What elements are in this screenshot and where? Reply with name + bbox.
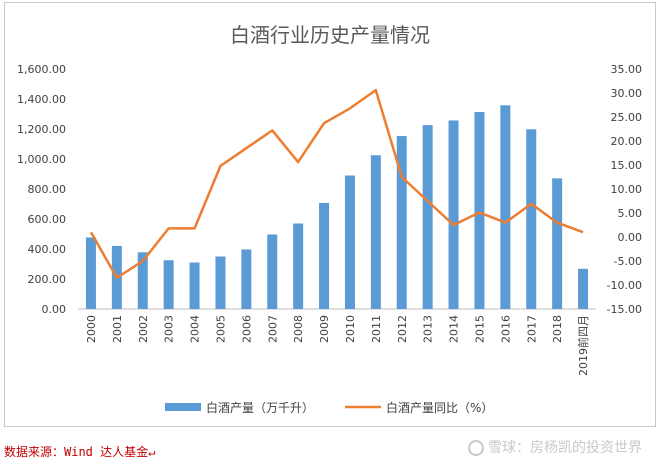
x-tick-label: 2004 bbox=[189, 315, 202, 343]
bar bbox=[344, 175, 355, 309]
y-right-tick-label: -10.00 bbox=[607, 279, 642, 292]
bar bbox=[578, 268, 589, 309]
bar bbox=[526, 129, 537, 309]
y-left-tick-label: 400.00 bbox=[28, 243, 67, 256]
bar bbox=[319, 202, 330, 309]
x-tick-label: 2008 bbox=[292, 315, 305, 343]
bar bbox=[267, 234, 278, 309]
y-right-tick-label: 20.00 bbox=[611, 135, 643, 148]
y-right-tick-label: 35.00 bbox=[611, 63, 643, 76]
y-right-tick-label: 30.00 bbox=[611, 87, 643, 100]
source-note: 数据来源：Wind 达人基金↵ bbox=[4, 445, 156, 459]
x-tick-label: 2012 bbox=[396, 315, 409, 343]
y-axis-left-labels: 0.00 200.00 400.00 600.00 800.00 1,000.00 1,20… bbox=[17, 63, 66, 316]
watermark-text: 雪球：房杨凯的投资世界 bbox=[488, 440, 642, 456]
x-tick-label: 2003 bbox=[163, 315, 176, 343]
y-left-tick-label: 600.00 bbox=[28, 213, 67, 226]
bar bbox=[474, 112, 485, 309]
xueqiu-logo-icon bbox=[468, 440, 484, 456]
y-left-tick-label: 1,000.00 bbox=[17, 153, 66, 166]
y-right-tick-label: 5.00 bbox=[618, 207, 643, 220]
y-right-tick-label: -15.00 bbox=[607, 303, 642, 316]
y-left-tick-label: 800.00 bbox=[28, 183, 67, 196]
x-tick-label: 2010 bbox=[344, 315, 357, 343]
x-axis-labels: 2000 2001 2002 2003 2004 2005 2006 2007 2008 2009… bbox=[85, 315, 590, 376]
bar bbox=[189, 262, 200, 309]
x-tick-label: 2005 bbox=[214, 315, 227, 343]
bar bbox=[448, 120, 459, 309]
bar bbox=[163, 260, 174, 309]
x-tick-label: 2018 bbox=[551, 315, 564, 343]
legend-line-label: 白酒产量同比（%） bbox=[386, 400, 493, 415]
bar-series bbox=[85, 105, 589, 309]
y-left-tick-label: 200.00 bbox=[28, 273, 67, 286]
x-tick-label: 2017 bbox=[525, 315, 538, 343]
x-tick-label: 2006 bbox=[240, 315, 253, 343]
x-tick-label: 2001 bbox=[111, 315, 124, 343]
y-right-tick-label: -5.00 bbox=[614, 255, 642, 268]
bar bbox=[215, 256, 226, 309]
bar bbox=[85, 237, 96, 309]
y-axis-right-labels: -15.00 -10.00 -5.00 0.00 5.00 10.00 15.00 20.00… bbox=[607, 63, 642, 316]
bar bbox=[500, 105, 511, 309]
x-tick-label: 2000 bbox=[85, 315, 98, 343]
bar bbox=[241, 249, 252, 309]
bar bbox=[396, 136, 407, 309]
x-tick-label: 2019前四月 bbox=[576, 315, 590, 376]
y-right-tick-label: 10.00 bbox=[611, 183, 643, 196]
y-right-tick-label: 15.00 bbox=[611, 159, 643, 172]
chart-title: 白酒行业历史产量情况 bbox=[230, 23, 430, 47]
x-tick-label: 2013 bbox=[422, 315, 435, 343]
x-tick-label: 2007 bbox=[266, 315, 279, 343]
bar bbox=[422, 125, 433, 309]
line-series bbox=[89, 88, 584, 280]
x-tick-label: 2014 bbox=[448, 315, 461, 343]
x-tick-label: 2015 bbox=[473, 315, 486, 343]
bar bbox=[552, 178, 563, 309]
y-left-tick-label: 1,600.00 bbox=[17, 63, 66, 76]
x-tick-label: 2009 bbox=[318, 315, 331, 343]
watermark: 雪球：房杨凯的投资世界 bbox=[468, 437, 642, 457]
y-right-tick-label: 0.00 bbox=[618, 231, 643, 244]
y-left-tick-label: 1,400.00 bbox=[17, 93, 66, 106]
bar bbox=[137, 252, 148, 309]
yoy-line bbox=[89, 88, 584, 280]
y-left-tick-label: 0.00 bbox=[42, 303, 67, 316]
bar bbox=[293, 223, 304, 309]
legend-bar-swatch bbox=[165, 403, 201, 411]
legend-bar-label: 白酒产量（万千升） bbox=[206, 400, 314, 415]
x-tick-label: 2011 bbox=[370, 315, 383, 343]
chart-area: 白酒行业历史产量情况 2000 2001 2002 2003 2004 2005 2006 2… bbox=[17, 23, 642, 415]
x-tick-label: 2002 bbox=[137, 315, 150, 343]
bar bbox=[370, 155, 381, 309]
y-left-tick-label: 1,200.00 bbox=[17, 123, 66, 136]
legend: 白酒产量（万千升） 白酒产量同比（%） bbox=[165, 400, 493, 415]
y-right-tick-label: 25.00 bbox=[611, 111, 643, 124]
x-tick-label: 2016 bbox=[499, 315, 512, 343]
